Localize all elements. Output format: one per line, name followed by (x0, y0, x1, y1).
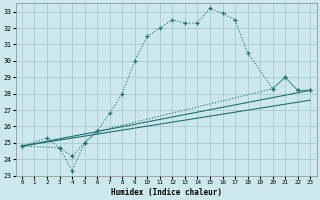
X-axis label: Humidex (Indice chaleur): Humidex (Indice chaleur) (111, 188, 221, 197)
